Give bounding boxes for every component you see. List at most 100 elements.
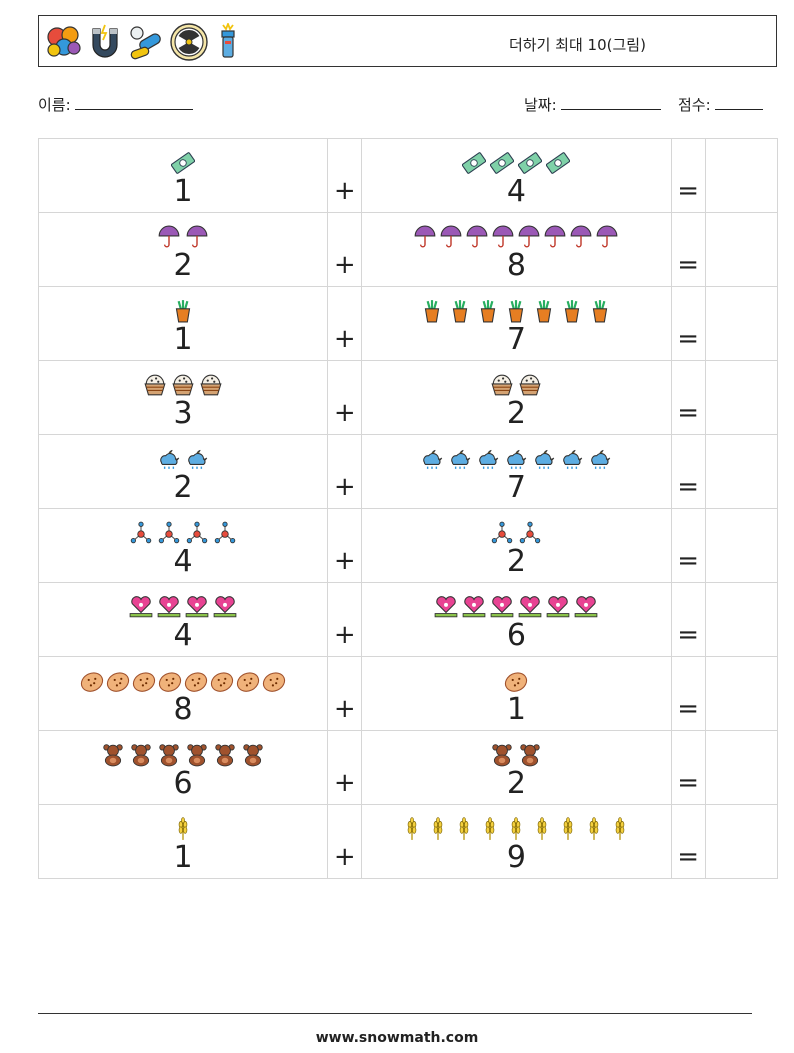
left-number: 2 [173,248,193,283]
problem-row: 3 +2 = [37,360,779,435]
date-blank[interactable] [561,95,662,110]
rain-cloud-moon-icon [591,449,611,469]
wheat-icon [538,817,547,840]
rain-cloud-moon-icon [535,449,555,469]
header-icons [45,22,243,62]
wheat-icon [590,817,599,840]
equals-cell: = [670,582,706,657]
right-icon-group [490,521,542,545]
left-icon-group [129,521,237,545]
problem-row: 4 +6 = [37,582,779,657]
right-addend-cell: 7 [361,286,672,361]
answer-cell[interactable] [704,508,779,583]
wheat-icon [616,817,625,840]
right-number: 6 [506,618,526,653]
plus-sign: + [333,620,356,650]
plus-cell: + [327,286,363,361]
left-addend-cell: 1 [37,286,329,361]
plus-sign: + [333,398,356,428]
answer-cell[interactable] [704,804,779,879]
wheat-icon [434,817,443,840]
left-icon-group [171,151,196,175]
wheat-icon [178,817,188,840]
umbrella-icon [467,225,488,248]
heart-flower-icon [519,596,542,618]
left-addend-cell: 4 [37,582,329,657]
right-number: 2 [506,396,526,431]
problem-row: 2 +8 = [37,212,779,287]
wheat-icon [512,817,521,840]
equals-sign: = [677,546,699,576]
plus-sign: + [333,842,356,872]
cookie-icon [158,672,182,692]
plus-cell: + [327,730,363,805]
equals-cell: = [670,434,706,509]
header-box: 더하기 최대 10(그림) [38,15,777,67]
answer-cell[interactable] [704,360,779,435]
answer-cell[interactable] [704,212,779,287]
right-number: 2 [506,766,526,801]
magnet-icon [92,24,118,58]
umbrella-icon [441,225,462,248]
potted-plant-icon [565,300,580,323]
potted-plant-icon [593,300,608,323]
score-blank[interactable] [715,95,764,110]
plus-cell: + [327,212,363,287]
heart-flower-icon [157,596,181,618]
heart-flower-icon [463,596,486,618]
left-number: 1 [173,174,193,209]
answer-cell[interactable] [704,730,779,805]
equals-cell: = [670,212,706,287]
right-icon-group [400,817,632,841]
left-addend-cell: 4 [37,508,329,583]
teddy-bear-icon [159,744,179,767]
left-number: 4 [173,544,193,579]
plus-sign: + [333,250,356,280]
answer-cell[interactable] [704,138,779,213]
rain-cloud-moon-icon [188,449,208,469]
equals-sign: = [677,324,699,354]
left-icon-group [171,299,195,323]
right-addend-cell: 2 [361,730,672,805]
name-blank[interactable] [75,95,194,110]
right-icon-group [504,669,528,693]
teddy-bear-icon [243,744,263,767]
cookie-icon [505,672,528,692]
wheat-icon [486,817,495,840]
right-icon-group [420,447,612,471]
score-label: 점수: [678,96,711,114]
equals-cell: = [670,360,706,435]
right-icon-group [434,595,598,619]
left-icon-group [101,743,265,767]
umbrella-icon [597,225,618,248]
teddy-bear-icon [520,744,541,767]
problem-row: 4 +2 = [37,508,779,583]
left-number: 3 [173,396,193,431]
equals-cell: = [670,508,706,583]
left-addend-cell: 1 [37,138,329,213]
plus-sign: + [333,768,356,798]
left-icon-group [80,669,286,693]
right-number: 9 [506,840,526,875]
basket-icon [519,374,541,396]
molecule-icon [520,521,541,544]
answer-cell[interactable] [704,582,779,657]
answer-cell[interactable] [704,286,779,361]
heart-flower-icon [575,596,598,618]
right-addend-cell: 6 [361,582,672,657]
plus-cell: + [327,434,363,509]
right-addend-cell: 7 [361,434,672,509]
banknote-icon [546,152,571,174]
cookie-icon [184,672,208,692]
score-field: 점수: [678,94,764,115]
answer-cell[interactable] [704,434,779,509]
potted-plant-icon [425,300,440,323]
basket-icon [172,374,194,396]
right-icon-group [490,373,542,397]
wheat-icon [408,817,417,840]
potted-plant-icon [481,300,496,323]
right-addend-cell: 2 [361,360,672,435]
umbrella-icon [519,225,540,248]
heart-flower-icon [435,596,458,618]
answer-cell[interactable] [704,656,779,731]
